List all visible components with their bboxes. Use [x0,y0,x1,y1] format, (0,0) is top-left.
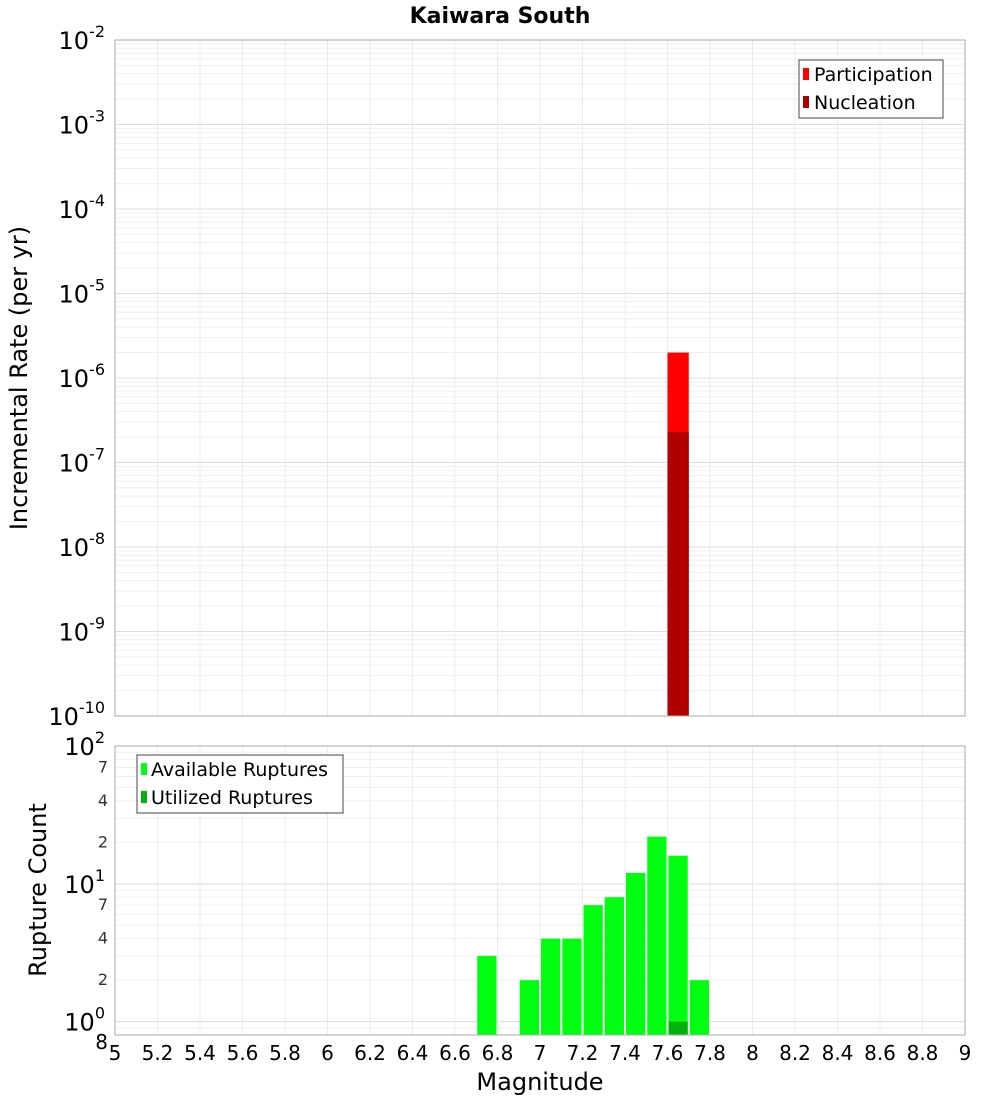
count-y-minor-tick-label: 4 [98,929,108,948]
x-tick-label: 8.6 [864,1041,896,1065]
rate-y-tick-label: 10-9 [59,614,106,647]
nucleation-bar [667,431,689,716]
count-y-minor-tick-label: 2 [98,832,108,851]
utilized-ruptures-bar [668,1021,688,1035]
available-ruptures-bar [562,938,582,1035]
rate-y-tick-label: 10-8 [59,529,106,562]
count-y-tick-label: 100 [64,1004,105,1037]
rate-y-tick-label: 10-6 [59,360,106,393]
available-ruptures-bar [583,905,603,1035]
rate-panel: 10-10 10-9 10-8 10-7 10-6 10-5 10-4 10-3 10-2 Ka… [5,4,966,731]
rate-y-tick-label: 10-4 [59,191,106,224]
count-legend: Available Ruptures Utilized Ruptures [136,754,344,814]
legend-label-available: Available Ruptures [151,759,328,781]
chart-title: Kaiwara South [410,4,591,29]
x-tick-label: 6.4 [397,1041,429,1065]
x-tick-label: 5.8 [269,1041,301,1065]
rate-legend: Participation Nucleation [798,59,944,119]
count-y-minor-tick-label: 2 [98,970,108,989]
x-tick-label: 6.8 [482,1041,514,1065]
x-tick-label: 7.8 [694,1041,726,1065]
rate-y-ticks: 10-10 10-9 10-8 10-7 10-6 10-5 10-4 10-3 10-2 [48,22,105,731]
rate-y-tick-label: 10-3 [59,107,106,140]
rate-grid [114,40,966,717]
count-bars [477,836,709,1035]
x-tick-label: 5.4 [184,1041,216,1065]
x-tick-label: 8.2 [779,1041,811,1065]
x-tick-label: 9 [959,1041,972,1065]
available-ruptures-bar [541,938,561,1035]
count-y-minor-tick-label: 7 [98,757,108,776]
magnitude-x-ticks: 5 5.2 5.4 5.6 5.8 6 6.2 6.4 6.6 6.8 7 7.2 7.4 7.6 7.8 8… [109,1041,972,1065]
available-ruptures-bar [477,955,497,1035]
legend-label-nucleation: Nucleation [814,92,916,114]
available-ruptures-bar [604,897,624,1035]
x-tick-label: 6.6 [439,1041,471,1065]
legend-swatch-utilized [141,791,147,803]
x-tick-label: 6.2 [354,1041,386,1065]
x-tick-label: 6 [321,1041,334,1065]
count-y-minor-tick-label: 7 [98,895,108,914]
legend-swatch-available [141,763,147,775]
x-tick-label: 5 [109,1041,122,1065]
count-y-minor-tick-label: 8 [95,1030,108,1054]
rate-y-tick-label: 10-10 [48,698,105,731]
x-tick-label: 8 [746,1041,759,1065]
rate-bars [667,352,689,716]
count-y-tick-label: 102 [64,728,105,761]
rate-y-axis-label: Incremental Rate (per yr) [5,226,33,530]
rate-legend-box [798,59,944,119]
legend-swatch-nucleation [803,96,809,108]
legend-label-participation: Participation [814,64,933,86]
rate-y-tick-label: 10-7 [59,445,106,478]
count-legend-box [136,754,344,814]
x-tick-label: 7.4 [609,1041,641,1065]
x-tick-label: 5.2 [142,1041,174,1065]
count-y-tick-label: 101 [64,866,105,899]
available-ruptures-bar [668,855,688,1035]
legend-swatch-participation [803,68,809,80]
rate-plot-frame [114,39,966,717]
x-tick-label: 5.6 [227,1041,259,1065]
x-tick-label: 7 [534,1041,547,1065]
available-ruptures-bar [626,872,646,1035]
available-ruptures-bar [647,836,667,1035]
x-tick-label: 7.2 [567,1041,599,1065]
legend-label-utilized: Utilized Ruptures [151,787,313,809]
rate-y-tick-label: 10-2 [59,22,106,55]
available-ruptures-bar [689,980,709,1035]
rate-y-tick-label: 10-5 [59,276,106,309]
count-plot-frame [114,745,966,1036]
count-y-axis-label: Rupture Count [24,803,52,977]
x-tick-label: 8.8 [907,1041,939,1065]
available-ruptures-bar [519,980,539,1035]
x-axis-label: Magnitude [476,1068,603,1096]
x-tick-label: 8.4 [822,1041,854,1065]
count-y-minor-tick-label: 4 [98,791,108,810]
x-tick-label: 7.6 [652,1041,684,1065]
